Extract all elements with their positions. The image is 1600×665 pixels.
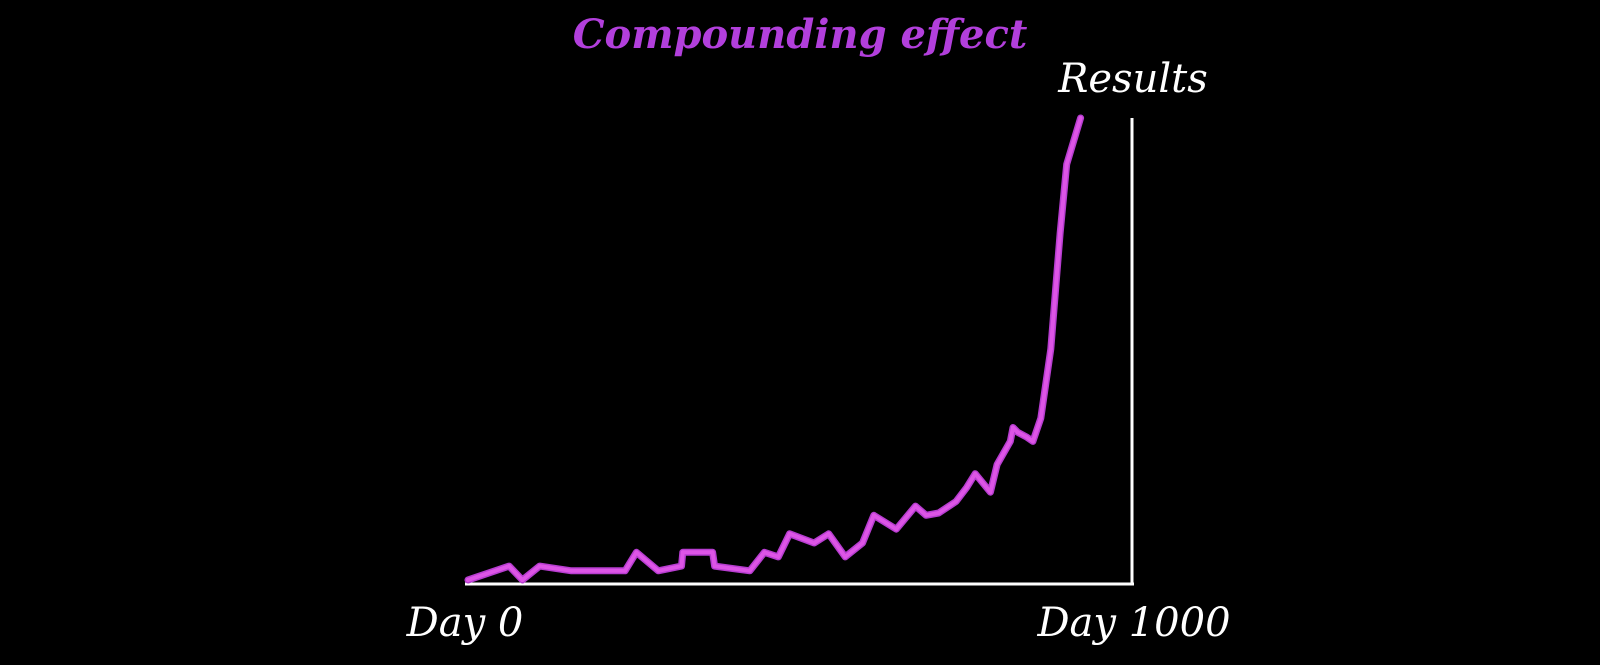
x-axis-start-label: Day 0 (406, 600, 524, 646)
data-point (995, 462, 1000, 467)
data-point (1058, 231, 1063, 236)
data-point (466, 578, 470, 582)
data-point (843, 554, 848, 559)
data-point (520, 578, 525, 582)
y-axis-label: Results (1057, 56, 1207, 102)
data-point (679, 564, 684, 569)
data-point (1015, 430, 1020, 435)
x-axis-end-label: Day 1000 (1036, 600, 1230, 646)
data-point (826, 531, 831, 536)
data-point (988, 490, 993, 495)
series-group (464, 114, 1085, 584)
data-point (924, 513, 929, 518)
data-point (776, 554, 781, 559)
data-point (812, 541, 817, 545)
data-point (680, 550, 685, 555)
series-line-shadow (464, 114, 1085, 584)
data-point (894, 527, 899, 532)
data-point (860, 541, 865, 545)
data-point (1048, 347, 1053, 351)
data-point (1024, 434, 1029, 439)
data-point (954, 499, 958, 504)
data-point (623, 568, 628, 573)
data-point (1011, 425, 1015, 430)
data-point (1038, 416, 1043, 421)
data-point (656, 568, 661, 573)
data-point (1064, 162, 1069, 167)
data-point (973, 471, 978, 476)
chart-title: Compounding effect (573, 11, 1028, 58)
data-point (1030, 439, 1035, 444)
data-point (913, 504, 918, 509)
data-point (1078, 116, 1083, 120)
data-point (712, 564, 717, 569)
data-point (787, 531, 792, 536)
data-point (871, 513, 876, 518)
data-point (537, 564, 542, 569)
data-point (507, 564, 512, 569)
series-line (466, 116, 1083, 582)
data-point (634, 550, 639, 555)
data-point (762, 550, 767, 555)
data-point (569, 568, 574, 573)
data-point (964, 485, 969, 490)
data-point (747, 568, 752, 573)
data-point (1008, 439, 1013, 444)
data-point (936, 511, 941, 515)
data-point (710, 550, 715, 555)
